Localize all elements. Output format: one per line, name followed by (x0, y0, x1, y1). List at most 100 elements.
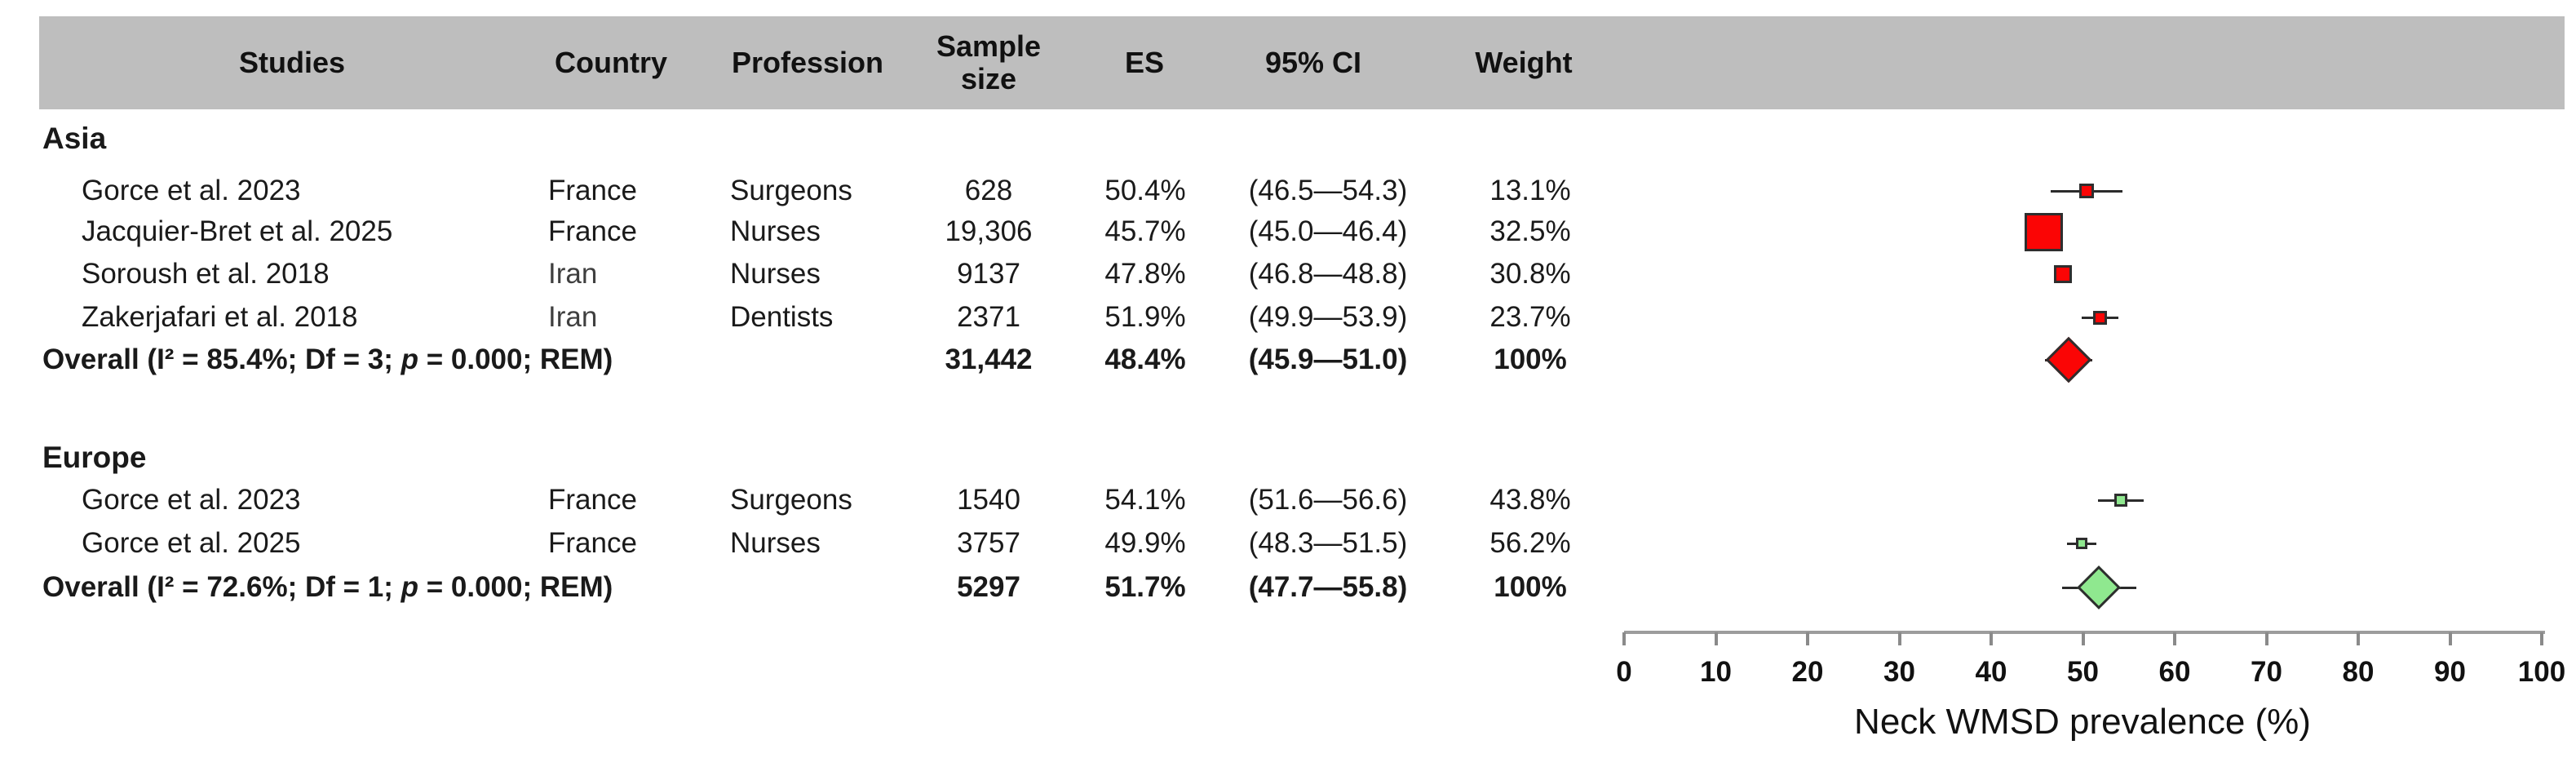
profession-value: Nurses (730, 215, 821, 247)
es-value: 47.8% (1104, 258, 1186, 290)
x-axis-tick (1990, 632, 1993, 645)
overall-label: Overall (I² = 72.6%; Df = 1; p = 0.000; … (42, 566, 613, 609)
overall-label-part: = 0.000; REM) (418, 571, 613, 603)
sample-size-value: 2371 (957, 301, 1020, 333)
column-header-es: ES (1124, 46, 1165, 79)
x-axis-tick-label: 10 (1700, 656, 1732, 688)
ci-value: (47.7—55.8) (1248, 571, 1408, 603)
country-value: France (548, 527, 637, 559)
column-header-95ci: 95% CI (1264, 46, 1362, 79)
x-axis-tick-label: 90 (2434, 656, 2466, 688)
profession-value: Surgeons (730, 484, 852, 516)
x-axis-tick-label: 50 (2067, 656, 2099, 688)
country-value: France (548, 484, 637, 516)
x-axis-tick (1806, 632, 1809, 645)
sample-size-value: 31,442 (945, 344, 1033, 375)
es-value: 50.4% (1104, 175, 1186, 206)
country-value: Iran (548, 258, 598, 290)
ci-value: (46.8—48.8) (1248, 258, 1408, 290)
overall-label-part: = 0.000; REM) (418, 344, 613, 375)
study-marker-square (2076, 538, 2088, 549)
overall-label: Overall (I² = 85.4%; Df = 3; p = 0.000; … (42, 339, 613, 381)
study-name: Jacquier-Bret et al. 2025 (82, 215, 393, 247)
study-name: Zakerjafari et al. 2018 (82, 301, 358, 333)
weight-value: 100% (1494, 344, 1567, 375)
weight-value: 32.5% (1489, 215, 1571, 247)
study-marker-square (2024, 212, 2063, 251)
es-value: 51.9% (1104, 301, 1186, 333)
x-axis-tick-label: 100 (2517, 656, 2566, 688)
x-axis-tick-label: 0 (1616, 656, 1632, 688)
country-value: France (548, 175, 637, 206)
column-header-profession: Profession (731, 46, 884, 79)
column-header-weight: Weight (1475, 46, 1573, 79)
x-axis-tick (1714, 632, 1718, 645)
ci-value: (46.5—54.3) (1248, 175, 1408, 206)
profession-value: Nurses (730, 527, 821, 559)
es-value: 54.1% (1104, 484, 1186, 516)
sample-size-line1: Sample (936, 29, 1042, 63)
sample-size-value: 1540 (957, 484, 1020, 516)
x-axis-tick (2540, 632, 2543, 645)
study-marker-square (2053, 265, 2072, 283)
country-value: Iran (548, 301, 598, 333)
x-axis-tick (2173, 632, 2176, 645)
profession-value: Dentists (730, 301, 834, 333)
ci-value: (48.3—51.5) (1248, 527, 1408, 559)
column-header-sample-size: Sample size (899, 16, 1078, 109)
study-name: Gorce et al. 2023 (82, 484, 301, 516)
overall-label-part: Overall (I² = 85.4%; Df = 3; (42, 344, 401, 375)
x-axis-tick (2081, 632, 2085, 645)
weight-value: 23.7% (1489, 301, 1571, 333)
study-marker-square (2113, 494, 2127, 507)
sample-size-value: 3757 (957, 527, 1020, 559)
study-name: Gorce et al. 2023 (82, 175, 301, 206)
ci-value: (45.0—46.4) (1248, 215, 1408, 247)
profession-value: Surgeons (730, 175, 852, 206)
sample-size-value: 9137 (957, 258, 1020, 290)
ci-value: (45.9—51.0) (1248, 344, 1408, 375)
x-axis-tick (2264, 632, 2268, 645)
x-axis-tick-label: 40 (1975, 656, 2007, 688)
x-axis-tick-label: 60 (2158, 656, 2191, 688)
es-value: 48.4% (1104, 344, 1186, 375)
x-axis-tick (2357, 632, 2360, 645)
ci-value: (51.6—56.6) (1248, 484, 1408, 516)
x-axis-tick (1622, 632, 1626, 645)
x-axis-tick-label: 70 (2251, 656, 2282, 688)
es-value: 49.9% (1104, 527, 1186, 559)
weight-value: 43.8% (1489, 484, 1571, 516)
x-axis-line (1624, 631, 2545, 634)
weight-value: 30.8% (1489, 258, 1571, 290)
x-axis-tick-label: 80 (2342, 656, 2375, 688)
profession-value: Nurses (730, 258, 821, 290)
overall-label-part: p (401, 571, 419, 603)
sample-size-line2: size (960, 62, 1017, 95)
weight-value: 100% (1494, 571, 1567, 603)
weight-value: 56.2% (1489, 527, 1571, 559)
study-name: Gorce et al. 2025 (82, 527, 301, 559)
country-value: France (548, 215, 637, 247)
x-axis-tick-label: 20 (1791, 656, 1824, 688)
x-axis-tick (2448, 632, 2452, 645)
x-axis-title: Neck WMSD prevalence (%) (1854, 702, 2311, 742)
column-header-country: Country (555, 46, 667, 79)
group-heading: Asia (42, 122, 107, 155)
column-header-studies: Studies (238, 46, 346, 79)
study-marker-square (2079, 184, 2094, 198)
study-name: Soroush et al. 2018 (82, 258, 330, 290)
sample-size-value: 19,306 (945, 215, 1033, 247)
weight-value: 13.1% (1489, 175, 1571, 206)
x-axis-tick (1897, 632, 1901, 645)
es-value: 45.7% (1104, 215, 1186, 247)
study-marker-square (2093, 310, 2108, 325)
sample-size-value: 5297 (957, 571, 1020, 603)
es-value: 51.7% (1104, 571, 1186, 603)
x-axis-tick-label: 30 (1883, 656, 1915, 688)
ci-value: (49.9—53.9) (1248, 301, 1408, 333)
overall-label-part: p (401, 344, 419, 375)
